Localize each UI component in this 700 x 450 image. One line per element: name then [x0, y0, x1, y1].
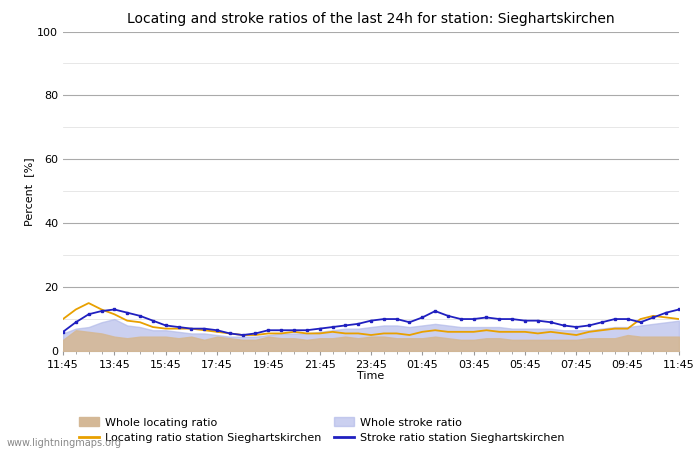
Legend: Whole locating ratio, Locating ratio station Sieghartskirchen, Whole stroke rati: Whole locating ratio, Locating ratio sta… — [75, 413, 569, 448]
Text: www.lightningmaps.org: www.lightningmaps.org — [7, 438, 122, 448]
Title: Locating and stroke ratios of the last 24h for station: Sieghartskirchen: Locating and stroke ratios of the last 2… — [127, 12, 615, 26]
Y-axis label: Percent  [%]: Percent [%] — [25, 157, 34, 225]
X-axis label: Time: Time — [358, 371, 384, 382]
